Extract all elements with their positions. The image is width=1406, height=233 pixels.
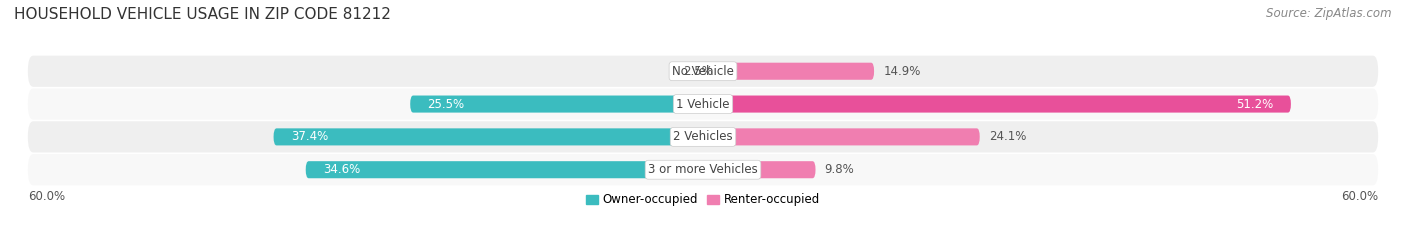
Text: No Vehicle: No Vehicle	[672, 65, 734, 78]
Text: 34.6%: 34.6%	[323, 163, 360, 176]
Text: 14.9%: 14.9%	[883, 65, 921, 78]
FancyBboxPatch shape	[703, 161, 815, 178]
Legend: Owner-occupied, Renter-occupied: Owner-occupied, Renter-occupied	[581, 189, 825, 211]
Text: 9.8%: 9.8%	[825, 163, 855, 176]
FancyBboxPatch shape	[703, 96, 1291, 113]
Text: 60.0%: 60.0%	[1341, 190, 1378, 203]
Text: 60.0%: 60.0%	[28, 190, 65, 203]
Text: 25.5%: 25.5%	[427, 98, 464, 110]
Text: Source: ZipAtlas.com: Source: ZipAtlas.com	[1267, 7, 1392, 20]
FancyBboxPatch shape	[675, 63, 703, 80]
Text: 2 Vehicles: 2 Vehicles	[673, 130, 733, 143]
FancyBboxPatch shape	[703, 63, 875, 80]
FancyBboxPatch shape	[411, 96, 703, 113]
Text: 2.5%: 2.5%	[683, 65, 713, 78]
Text: 1 Vehicle: 1 Vehicle	[676, 98, 730, 110]
Text: 3 or more Vehicles: 3 or more Vehicles	[648, 163, 758, 176]
FancyBboxPatch shape	[274, 128, 703, 145]
FancyBboxPatch shape	[28, 121, 1378, 152]
FancyBboxPatch shape	[703, 128, 980, 145]
Text: 51.2%: 51.2%	[1236, 98, 1274, 110]
FancyBboxPatch shape	[28, 56, 1378, 87]
Text: 24.1%: 24.1%	[988, 130, 1026, 143]
FancyBboxPatch shape	[28, 154, 1378, 185]
FancyBboxPatch shape	[28, 89, 1378, 120]
Text: HOUSEHOLD VEHICLE USAGE IN ZIP CODE 81212: HOUSEHOLD VEHICLE USAGE IN ZIP CODE 8121…	[14, 7, 391, 22]
Text: 37.4%: 37.4%	[291, 130, 328, 143]
FancyBboxPatch shape	[305, 161, 703, 178]
